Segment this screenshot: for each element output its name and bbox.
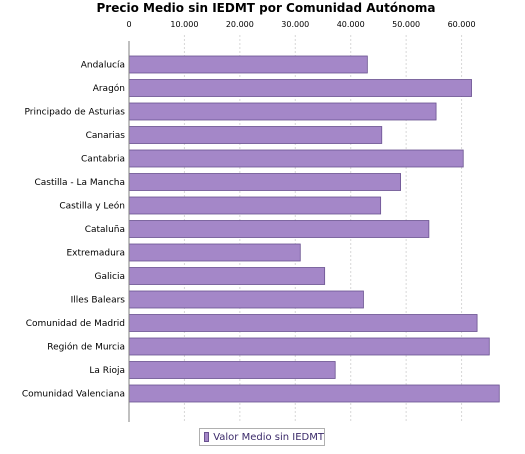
category-label: Cantabria — [81, 155, 125, 165]
category-label: Extremadura — [67, 249, 126, 259]
category-label: Illes Balears — [71, 296, 126, 306]
bar — [128, 220, 430, 238]
bar — [128, 126, 383, 144]
bar — [128, 55, 368, 74]
bar — [128, 267, 326, 285]
category-labels: Andalucía Aragón Principado de Asturias Can… — [22, 61, 125, 400]
bar — [128, 196, 382, 215]
legend-label: Valor Medio sin IEDMT — [213, 431, 324, 443]
bar — [128, 149, 464, 168]
legend-swatch — [204, 432, 210, 442]
category-label: La Rioja — [89, 366, 125, 376]
category-label: Comunidad de Madrid — [26, 319, 125, 329]
bar — [128, 243, 301, 262]
category-label: Región de Murcia — [47, 342, 125, 353]
bar — [128, 361, 336, 379]
category-label: Aragón — [93, 83, 125, 94]
bars — [128, 55, 500, 403]
category-label: Castilla - La Mancha — [34, 178, 125, 188]
category-label: Principado de Asturias — [24, 108, 125, 118]
bar — [128, 79, 472, 97]
chart-title: Precio Medio sin IEDMT por Comunidad Aut… — [97, 1, 436, 15]
category-label: Comunidad Valenciana — [22, 390, 125, 400]
category-label: Castilla y León — [59, 201, 125, 212]
bar — [128, 314, 478, 332]
x-tick-label: 50.000 — [392, 20, 420, 29]
category-label: Andalucía — [81, 61, 125, 71]
bar — [128, 102, 437, 121]
category-label: Galicia — [95, 272, 125, 282]
x-tick-label: 60.000 — [448, 20, 476, 29]
x-tick-label: 30.000 — [281, 20, 309, 29]
x-tick-label: 10.000 — [170, 20, 198, 29]
x-tick-label: 0 — [126, 20, 131, 29]
x-axis-ticks: 0 10.000 20.000 30.000 40.000 50.000 60.000 — [126, 20, 475, 29]
category-label: Cataluña — [85, 225, 125, 235]
x-tick-label: 40.000 — [337, 20, 365, 29]
bar — [128, 290, 364, 309]
bar — [128, 337, 490, 356]
category-label: Canarias — [86, 131, 126, 141]
legend: Valor Medio sin IEDMT — [199, 428, 325, 446]
bar — [128, 173, 402, 191]
x-tick-label: 20.000 — [226, 20, 254, 29]
bar — [128, 384, 500, 403]
